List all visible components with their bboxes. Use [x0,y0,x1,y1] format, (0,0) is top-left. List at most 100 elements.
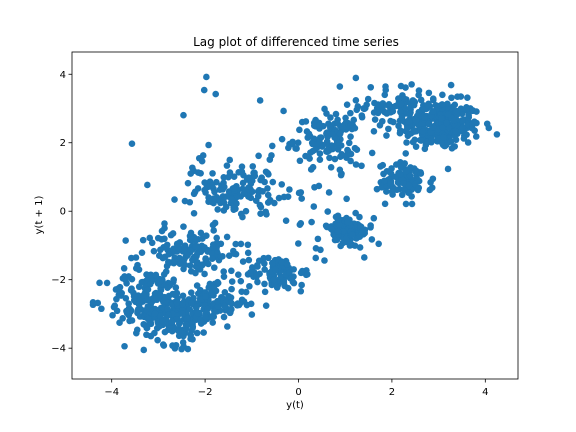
scatter-point [146,272,153,279]
scatter-point [379,103,386,111]
scatter-point [151,295,158,302]
scatter-point [408,200,416,208]
scatter-point [160,271,168,278]
scatter-point [421,114,428,122]
scatter-point [225,252,233,260]
scatter-point [165,250,173,258]
scatter-point [173,299,181,307]
scatter-point [415,87,423,94]
scatter-point [159,254,167,262]
scatter-point [447,81,455,89]
scatter-point [208,181,216,189]
scatter-points [89,73,501,354]
scatter-point [228,267,235,275]
scatter-point [306,155,313,162]
scatter-point [367,222,374,229]
scatter-point [334,120,342,127]
scatter-point [200,86,208,94]
scatter-point [305,130,313,138]
scatter-point [201,244,208,251]
scatter-point [169,342,176,349]
scatter-point [154,318,162,325]
scatter-point [425,89,433,97]
scatter-point [121,342,128,350]
scatter-point [184,179,192,187]
scatter-point [375,240,382,248]
scatter-point [235,271,242,278]
plot-frame [71,51,519,380]
scatter-point [261,280,268,288]
scatter-point [201,270,208,278]
scatter-point [344,218,351,226]
scatter-point [133,326,141,334]
scatter-point [181,261,189,269]
scatter-point [164,258,172,266]
scatter-point [472,133,480,140]
scatter-point [286,186,293,193]
scatter-point [181,197,189,205]
scatter-point [144,315,152,323]
scatter-point [327,163,335,171]
scatter-point [464,139,472,146]
scatter-point [265,254,272,262]
scatter-point [367,83,375,91]
scatter-point [316,150,324,157]
scatter-point [382,83,389,90]
scatter-point [464,94,471,101]
scatter-point [458,116,466,124]
scatter-point [401,160,409,167]
scatter-point [296,157,304,165]
scatter-point [179,339,187,346]
scatter-point [402,200,410,208]
scatter-point [323,110,330,117]
scatter-point [334,139,342,146]
scatter-point [210,264,218,271]
scatter-point [127,286,135,294]
scatter-point [370,109,378,116]
scatter-point [96,279,103,287]
y-tick-label: 2 [60,138,66,149]
scatter-point [294,139,302,147]
scatter-point [103,279,111,287]
scatter-point [211,188,218,196]
scatter-point [230,204,237,212]
scatter-point [263,210,270,218]
scatter-point [304,271,311,278]
scatter-point [356,233,364,240]
scatter-point [278,135,286,143]
scatter-point [165,292,173,300]
scatter-point [269,259,276,267]
scatter-point [113,307,121,315]
scatter-point [220,174,228,181]
scatter-point [200,329,207,336]
scatter-point [224,323,231,330]
scatter-point [342,114,349,122]
scatter-point [285,144,292,152]
scatter-point [312,116,319,124]
scatter-point [359,227,366,235]
scatter-point [397,170,405,178]
scatter-point [358,162,365,170]
scatter-point [237,240,245,248]
scatter-point [208,255,216,263]
scatter-point [316,122,323,129]
scatter-point [205,141,212,149]
scatter-point [192,237,199,244]
scatter-point [144,181,151,189]
scatter-point [339,123,347,131]
scatter-point [136,305,144,313]
scatter-point [316,156,324,163]
scatter-point [115,286,123,293]
scatter-point [226,156,234,164]
scatter-point [249,163,257,170]
scatter-point [175,327,183,335]
scatter-point [228,278,236,285]
scatter-point [411,128,418,135]
scatter-point [111,302,119,309]
scatter-point [457,93,465,100]
scatter-point [278,259,286,266]
scatter-point [195,154,203,162]
scatter-point [398,113,406,121]
x-tick-label: 0 [295,387,301,398]
scatter-point [284,284,292,292]
